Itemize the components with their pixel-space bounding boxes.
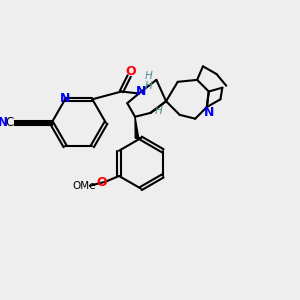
Text: O: O: [96, 176, 107, 189]
Text: H: H: [145, 81, 152, 91]
Text: H: H: [145, 71, 152, 81]
Text: N: N: [136, 85, 146, 98]
Text: OMe: OMe: [72, 181, 96, 191]
Text: N: N: [60, 92, 70, 105]
Text: N: N: [204, 106, 214, 119]
Text: N: N: [0, 116, 8, 129]
Text: H: H: [154, 106, 162, 116]
Text: O: O: [126, 65, 136, 78]
Polygon shape: [135, 117, 139, 138]
Text: C: C: [6, 116, 14, 129]
